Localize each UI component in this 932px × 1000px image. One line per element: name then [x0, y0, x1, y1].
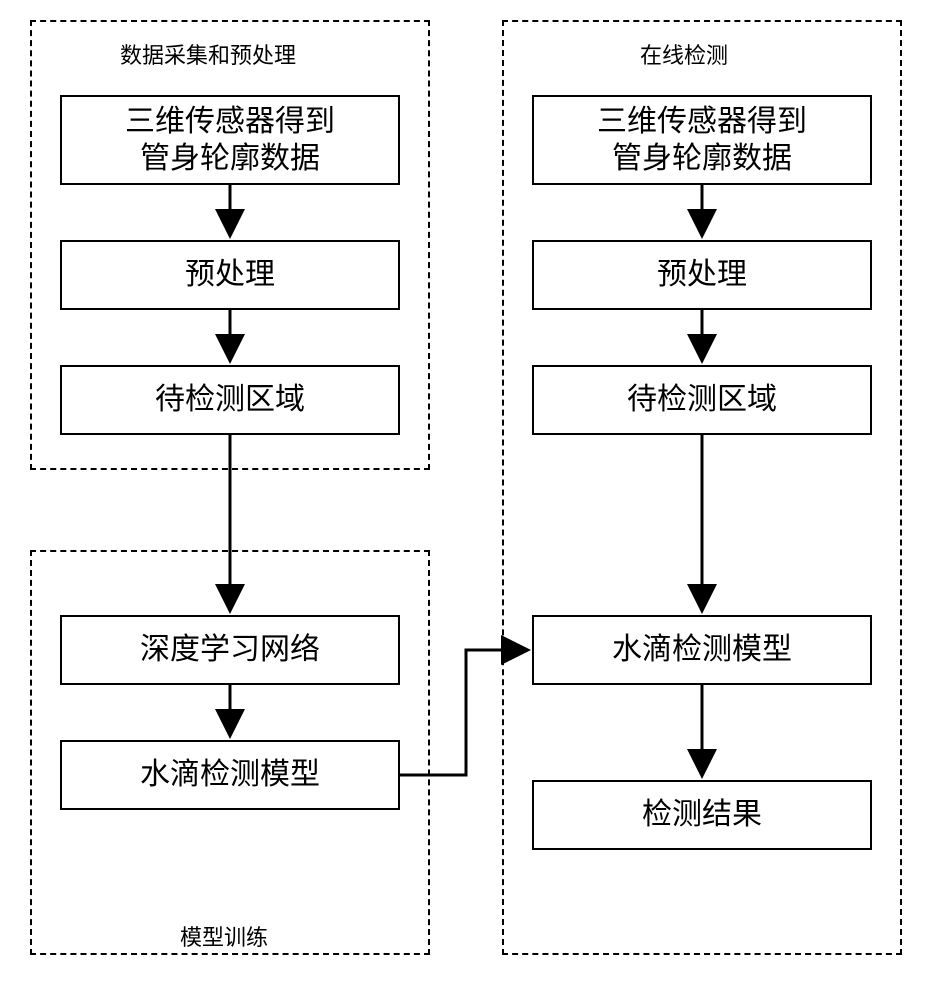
box-3d-sensor-left: 三维传感器得到 管身轮廓数据: [60, 95, 400, 185]
box-detect-result: 检测结果: [532, 780, 872, 850]
section-label-model-training: 模型训练: [180, 920, 268, 952]
box-deep-learning: 深度学习网络: [60, 615, 400, 685]
box-water-drop-model-right: 水滴检测模型: [532, 615, 872, 685]
box-text: 预处理: [185, 256, 275, 294]
box-text: 水滴检测模型: [140, 756, 320, 794]
box-text: 待检测区域: [627, 381, 777, 419]
box-text: 预处理: [657, 256, 747, 294]
box-water-drop-model-left: 水滴检测模型: [60, 740, 400, 810]
box-text: 待检测区域: [155, 381, 305, 419]
box-text: 三维传感器得到 管身轮廓数据: [597, 103, 807, 178]
box-text: 检测结果: [642, 796, 762, 834]
box-text: 水滴检测模型: [612, 631, 792, 669]
box-3d-sensor-right: 三维传感器得到 管身轮廓数据: [532, 95, 872, 185]
box-preprocess-left: 预处理: [60, 240, 400, 310]
box-detect-region-right: 待检测区域: [532, 365, 872, 435]
box-detect-region-left: 待检测区域: [60, 365, 400, 435]
section-label-online-detection: 在线检测: [640, 38, 728, 70]
box-text: 三维传感器得到 管身轮廓数据: [125, 103, 335, 178]
box-preprocess-right: 预处理: [532, 240, 872, 310]
box-text: 深度学习网络: [140, 631, 320, 669]
section-label-data-preprocess: 数据采集和预处理: [120, 38, 296, 70]
